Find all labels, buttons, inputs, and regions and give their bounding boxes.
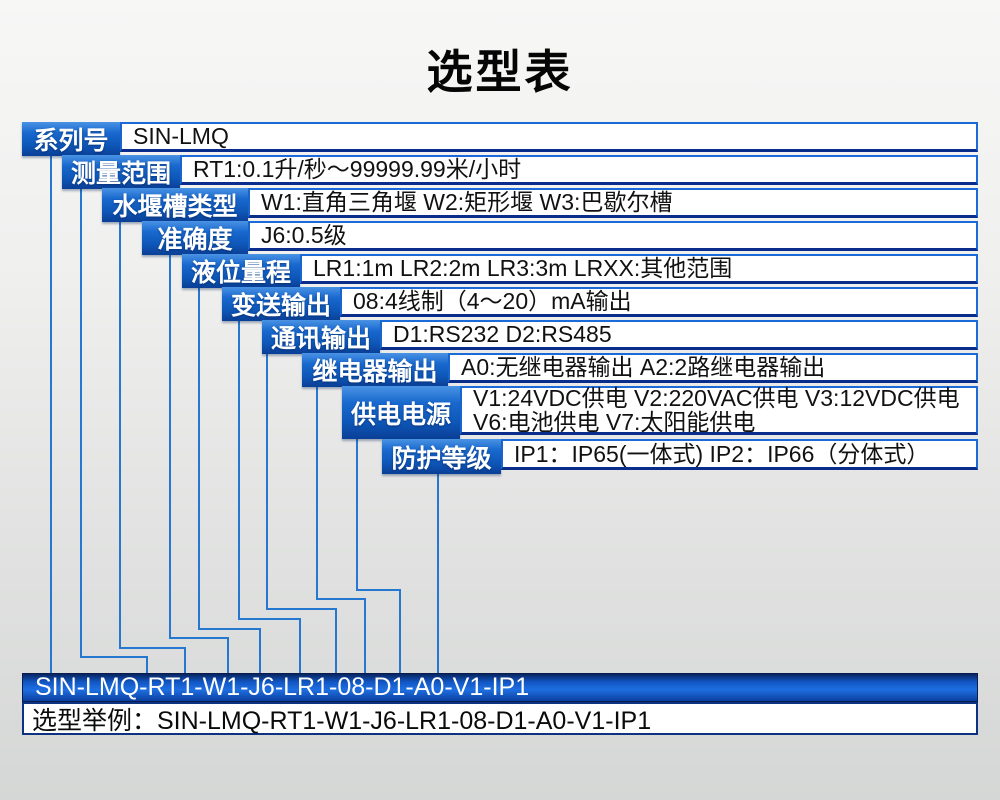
row-label-series-number: 系列号 — [22, 122, 120, 156]
connector-line-6 — [238, 318, 301, 674]
row-value-communication-output: D1:RS232 D2:RS485 — [380, 320, 978, 350]
row-value-relay-output: A0:无继电器输出 A2:2路继电器输出 — [448, 353, 978, 383]
row-value-power-supply: V1:24VDC供电 V2:220VAC供电 V3:12VDC供电 V6:电池供… — [460, 386, 978, 435]
row-label-relay-output: 继电器输出 — [302, 353, 448, 387]
page-title: 选型表 — [426, 46, 574, 98]
connector-line-3 — [119, 219, 186, 674]
connector-line-2 — [80, 186, 148, 674]
row-value-weir-flume-type: W1:直角三角堰 W2:矩形堰 W3:巴歇尔槽 — [248, 188, 978, 218]
row-label-power-supply: 供电电源 — [342, 386, 460, 439]
connector-line-7 — [266, 351, 337, 674]
row-label-communication-output: 通讯输出 — [262, 320, 380, 354]
row-value-transmitter-output: 08:4线制（4～20）mA输出 — [340, 287, 978, 317]
row-value-series-number: SIN-LMQ — [120, 122, 978, 152]
row-label-transmitter-output: 变送输出 — [222, 287, 340, 321]
row-value-accuracy: J6:0.5级 — [248, 221, 978, 251]
row-label-protection-rating: 防护等级 — [382, 439, 501, 474]
model-code-bar: SIN-LMQ-RT1-W1-J6-LR1-08-D1-A0-V1-IP1 — [22, 673, 978, 702]
row-value-protection-rating: IP1：IP65(一体式) IP2：IP66（分体式） — [501, 439, 978, 470]
row-label-weir-flume-type: 水堰槽类型 — [102, 188, 248, 222]
connector-line-4 — [169, 252, 229, 674]
row-value-measuring-range: RT1:0.1升/秒～99999.99米/小时 — [180, 155, 978, 185]
row-label-accuracy: 准确度 — [142, 221, 248, 255]
row-label-level-range: 液位量程 — [182, 254, 300, 288]
connector-line-5 — [198, 285, 261, 674]
row-label-measuring-range: 测量范围 — [62, 155, 180, 189]
selection-example-bar: 选型举例：SIN-LMQ-RT1-W1-J6-LR1-08-D1-A0-V1-I… — [22, 702, 978, 735]
row-value-level-range: LR1:1m LR2:2m LR3:3m LRXX:其他范围 — [300, 254, 978, 284]
